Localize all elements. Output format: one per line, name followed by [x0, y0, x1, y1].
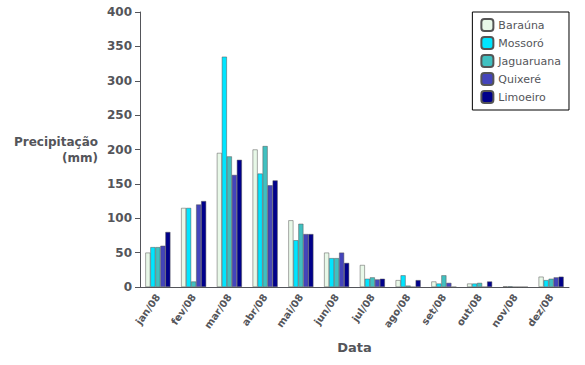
- svg-text:Baraúna: Baraúna: [498, 19, 544, 32]
- svg-text:300: 300: [107, 74, 132, 88]
- svg-text:mar/08: mar/08: [202, 292, 234, 331]
- svg-text:fev/08: fev/08: [169, 292, 198, 327]
- svg-text:(mm): (mm): [62, 151, 98, 165]
- svg-text:jun/08: jun/08: [311, 292, 341, 328]
- svg-text:350: 350: [107, 39, 132, 53]
- svg-text:50: 50: [115, 246, 132, 260]
- svg-text:out/08: out/08: [454, 292, 484, 328]
- svg-text:0: 0: [124, 280, 132, 294]
- svg-text:150: 150: [107, 177, 132, 191]
- svg-text:abr/08: abr/08: [240, 292, 270, 328]
- svg-text:Quixeré: Quixeré: [498, 73, 541, 86]
- svg-text:set/08: set/08: [419, 292, 448, 327]
- svg-text:250: 250: [107, 108, 132, 122]
- svg-text:Precipitação: Precipitação: [14, 135, 98, 149]
- svg-text:100: 100: [107, 211, 132, 225]
- svg-text:Jaguaruana: Jaguaruana: [497, 55, 561, 68]
- svg-text:jan/08: jan/08: [133, 292, 163, 328]
- svg-text:400: 400: [107, 5, 132, 19]
- svg-text:ago/08: ago/08: [382, 292, 413, 330]
- svg-text:Mossoró: Mossoró: [498, 37, 544, 50]
- svg-text:jul/08: jul/08: [349, 292, 377, 325]
- svg-text:nov/08: nov/08: [489, 292, 520, 330]
- svg-text:mai/08: mai/08: [274, 292, 305, 330]
- svg-text:200: 200: [107, 143, 132, 157]
- svg-text:Limoeiro: Limoeiro: [498, 91, 546, 104]
- svg-text:Data: Data: [337, 340, 372, 355]
- svg-text:dez/08: dez/08: [525, 292, 555, 329]
